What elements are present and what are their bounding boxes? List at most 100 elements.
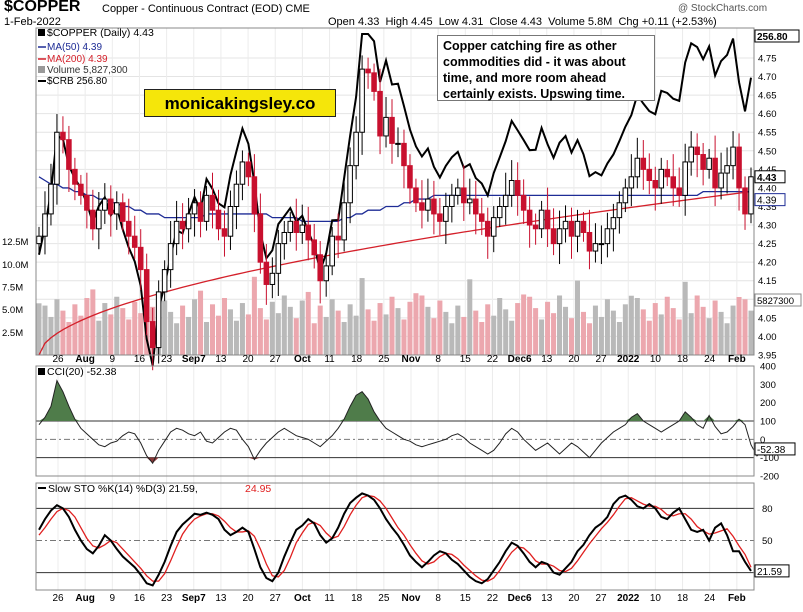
ma50-line <box>38 176 752 222</box>
candle-body <box>550 228 557 245</box>
time-tick-label: 13 <box>541 593 553 604</box>
panel-frame-3 <box>35 482 755 591</box>
volume-bar <box>209 304 216 355</box>
candle-body <box>748 176 754 215</box>
volume-bar <box>527 296 533 355</box>
volume-bar <box>126 319 132 355</box>
volume-bar <box>251 276 257 355</box>
volume-bar <box>269 301 275 355</box>
candle-body <box>502 194 509 207</box>
time-tick-label: Sep7 <box>182 354 206 365</box>
cci-panel: CCI(20) -52.38 <box>36 366 764 465</box>
legend-main-swatch <box>38 29 45 36</box>
volume-bar <box>682 281 688 355</box>
candle-body <box>143 269 150 323</box>
candle-body <box>137 246 144 271</box>
volume-bar <box>503 309 509 355</box>
candle-body <box>556 228 563 245</box>
ma-badge <box>754 193 786 207</box>
time-tick-label: 20 <box>568 593 580 604</box>
volume-bar <box>377 303 383 355</box>
candle-body <box>658 168 665 189</box>
candle-body <box>173 220 180 245</box>
sto-last-label: 21.59 <box>757 567 782 578</box>
candle-body <box>66 139 72 170</box>
candle-body <box>718 172 724 189</box>
time-tick-label: 20 <box>243 593 255 604</box>
candle-body <box>149 321 156 349</box>
exchange-text: CME <box>285 3 310 15</box>
price-tick-label: 4.35 <box>758 202 777 213</box>
candle-body <box>676 187 682 196</box>
candle-body <box>371 72 377 92</box>
candle-body <box>461 187 467 204</box>
volume-bar <box>646 320 652 355</box>
cci-tick-label: 400 <box>760 362 776 373</box>
volume-tick-label: 10.0M <box>2 260 28 271</box>
candle-body <box>389 116 395 144</box>
volume-bar <box>233 320 239 355</box>
cci-tick-label: -200 <box>760 472 779 483</box>
time-tick-label: 23 <box>161 593 173 604</box>
price-tick-label: 4.00 <box>758 332 777 343</box>
candle-body <box>652 180 659 189</box>
candle-body <box>538 209 545 230</box>
candle-body <box>431 198 437 215</box>
price-tick-label: 4.55 <box>758 128 777 139</box>
candle-body <box>413 187 419 204</box>
volume-bar <box>443 311 449 355</box>
volume-bar <box>413 293 419 355</box>
cci-tick-label: -100 <box>760 453 779 464</box>
volume-bar <box>563 306 569 355</box>
legend: $COPPER (Daily) 4.43 MA(50) 4.39 MA(200)… <box>38 27 154 87</box>
candle-body <box>628 176 635 189</box>
volume-bar <box>580 311 586 355</box>
candle-body <box>598 243 605 246</box>
time-tick-label: 25 <box>378 593 390 604</box>
candle-body <box>221 228 228 237</box>
candle-body <box>484 220 491 237</box>
candle-body <box>574 220 581 237</box>
volume-bar <box>275 313 281 355</box>
volume-bar <box>371 320 377 355</box>
time-tick-label: Sep7 <box>182 593 206 604</box>
candle-body <box>251 176 258 215</box>
candle-body <box>622 187 629 204</box>
time-tick-label: 15 <box>460 354 472 365</box>
sto-k-line <box>38 492 752 587</box>
volume-bar <box>341 321 347 355</box>
candle-body <box>155 291 162 349</box>
candle-body <box>365 68 371 74</box>
candle-body <box>191 202 198 215</box>
candle-body <box>640 157 647 170</box>
volume-bar <box>551 313 557 355</box>
volume-bar <box>114 296 120 355</box>
volume-bar <box>622 304 628 355</box>
volume-bar <box>96 320 102 355</box>
volume-bar <box>509 320 515 355</box>
candle-body <box>317 254 323 282</box>
volume-bar <box>515 303 521 355</box>
volume-bar <box>36 303 42 355</box>
volume-bar <box>168 311 174 355</box>
volume-bar <box>281 295 287 355</box>
source-credit: @ StockCharts.com <box>678 3 768 14</box>
candle-body <box>700 154 706 170</box>
candle-body <box>730 146 736 167</box>
time-tick-label: 27 <box>596 593 608 604</box>
volume-bar <box>730 305 736 355</box>
time-tick-label: Nov <box>402 354 421 365</box>
cci-last-badge <box>754 442 796 456</box>
volume-bar <box>545 301 551 355</box>
ma-value-label: 4.39 <box>757 196 777 207</box>
volume-bar <box>491 315 497 355</box>
volume-last-label: 5827300 <box>757 296 794 307</box>
volume-bar <box>245 314 251 355</box>
candle-body <box>185 213 192 230</box>
volume-bar <box>204 321 210 355</box>
candle-body <box>383 116 389 137</box>
candle-body <box>245 161 252 178</box>
candle-body <box>84 194 90 211</box>
candle-body <box>443 205 449 222</box>
volume-bar <box>54 299 60 355</box>
